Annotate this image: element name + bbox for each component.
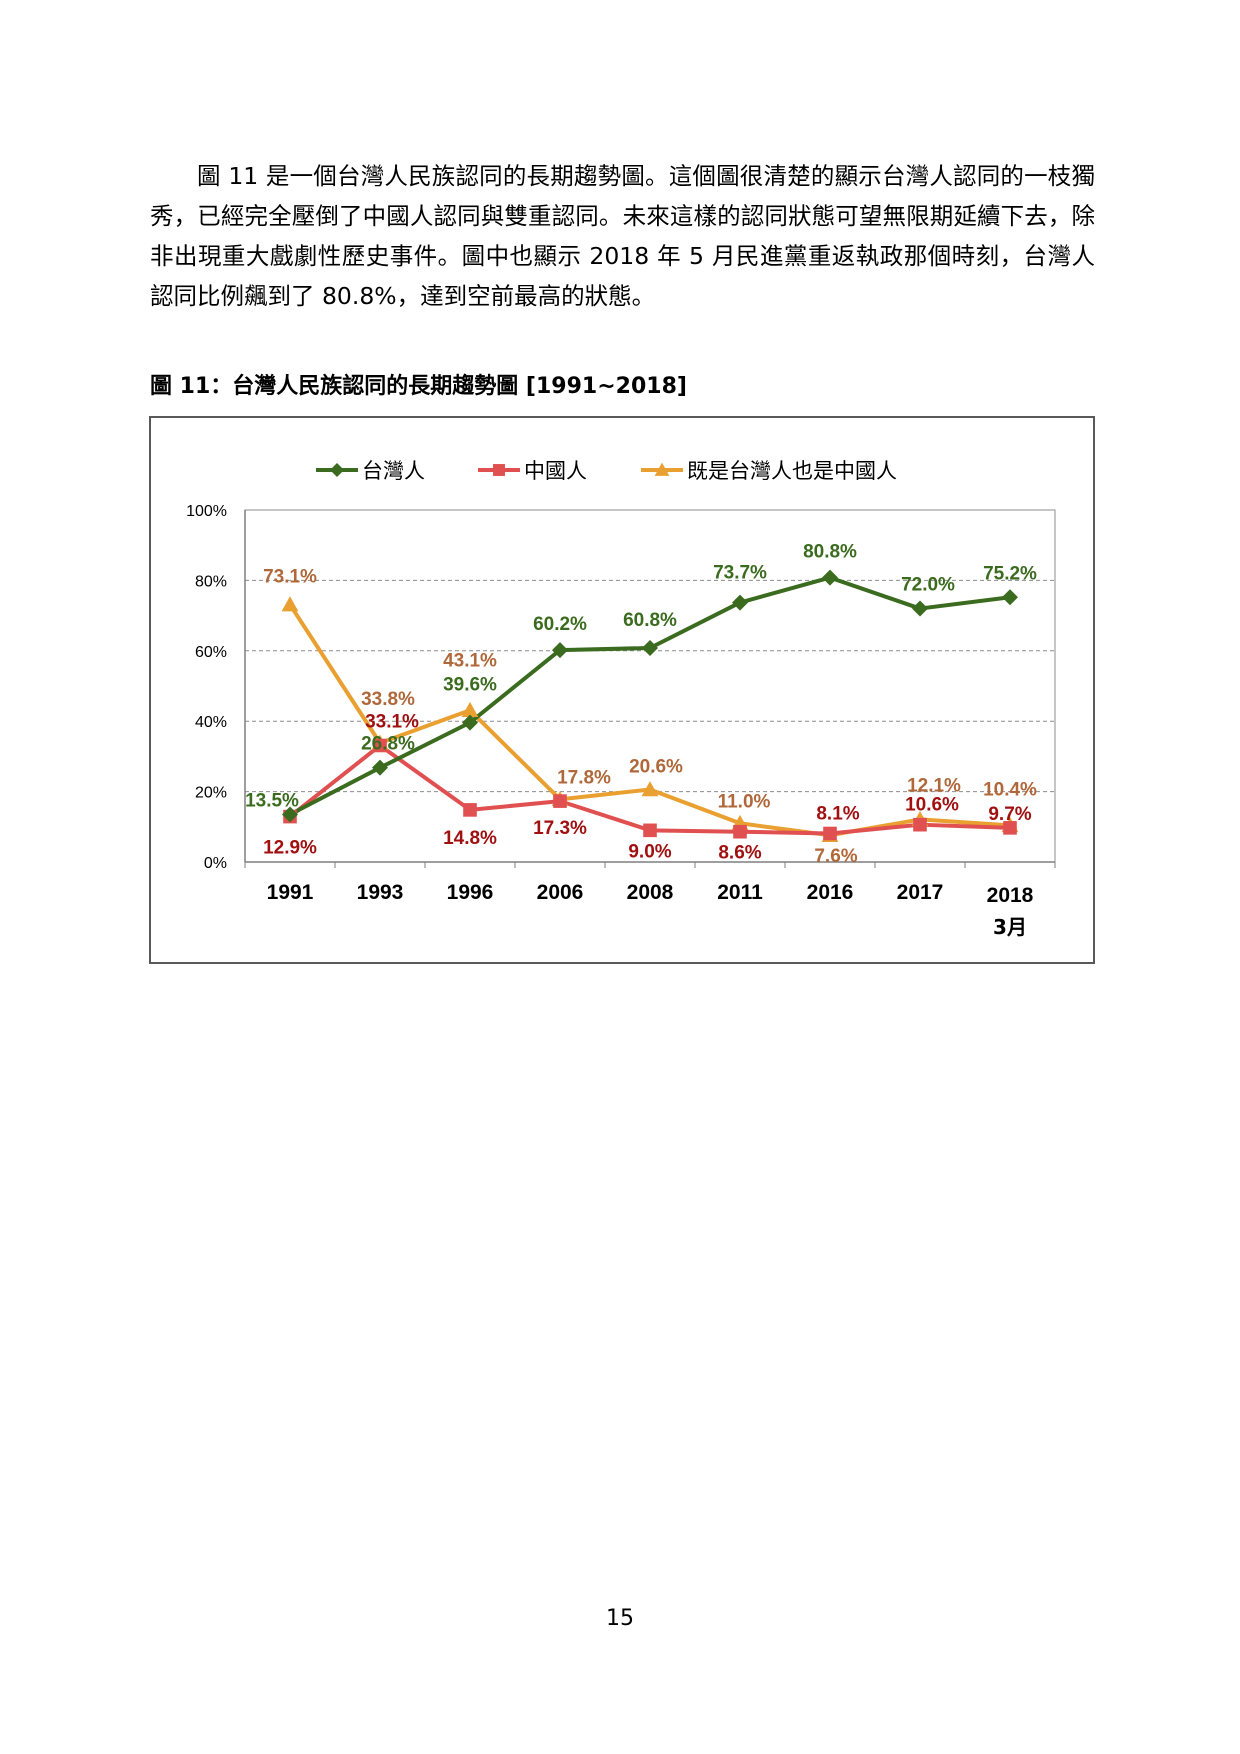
x-tick-label: 2006 bbox=[537, 881, 584, 904]
data-point bbox=[823, 826, 837, 841]
data-label: 7.6% bbox=[814, 846, 857, 867]
y-tick-label: 0% bbox=[204, 855, 227, 872]
line-chart: 0% 20% 40% 60% 80% 100% 1991 1993 1996 2006 2008 20… bbox=[186, 459, 1056, 939]
data-label: 13.5% bbox=[245, 790, 299, 811]
data-point bbox=[733, 824, 747, 839]
legend-marker bbox=[654, 462, 670, 476]
data-point bbox=[643, 823, 657, 838]
data-label: 33.8% bbox=[361, 689, 415, 710]
x-tick-label: 1993 bbox=[357, 881, 404, 904]
data-label: 60.8% bbox=[623, 610, 677, 631]
data-label: 9.0% bbox=[628, 841, 671, 862]
x-tick-label-sub: 3月 bbox=[993, 915, 1027, 939]
data-label: 75.2% bbox=[983, 563, 1037, 584]
x-tick-label: 2018 bbox=[987, 884, 1034, 907]
data-label: 39.6% bbox=[443, 675, 497, 696]
x-tick-label: 1991 bbox=[267, 881, 314, 904]
data-label: 12.1% bbox=[907, 775, 961, 796]
legend-marker bbox=[330, 463, 344, 477]
data-point bbox=[913, 817, 927, 832]
data-point bbox=[461, 701, 479, 718]
data-label: 12.9% bbox=[263, 838, 317, 859]
data-label: 17.8% bbox=[557, 767, 611, 788]
data-label: 26.8% bbox=[361, 734, 415, 755]
data-label: 43.1% bbox=[443, 650, 497, 671]
y-tick-label: 100% bbox=[186, 503, 227, 520]
legend-entry: 既是台灣人也是中國人 bbox=[687, 459, 897, 483]
data-label: 14.8% bbox=[443, 828, 497, 849]
x-tick-label: 2016 bbox=[807, 881, 854, 904]
data-point bbox=[641, 781, 659, 797]
data-point bbox=[463, 803, 477, 817]
data-point bbox=[552, 642, 568, 659]
data-label: 8.6% bbox=[718, 843, 761, 864]
x-tick-label: 2008 bbox=[627, 881, 674, 904]
data-label: 33.1% bbox=[365, 711, 419, 732]
data-label: 73.7% bbox=[713, 563, 767, 584]
data-label: 80.8% bbox=[803, 542, 857, 563]
data-point bbox=[912, 600, 928, 617]
x-tick-label: 2017 bbox=[897, 881, 944, 904]
data-point bbox=[822, 569, 838, 586]
data-point bbox=[282, 806, 298, 823]
legend-entry: 台灣人 bbox=[362, 459, 425, 483]
data-label: 8.1% bbox=[816, 803, 859, 824]
data-point bbox=[372, 759, 388, 776]
paragraph-text: 圖 11 是一個台灣人民族認同的長期趨勢圖。這個圖很清楚的顯示台灣人認同的一枝獨… bbox=[150, 162, 1095, 310]
y-tick-label: 60% bbox=[195, 644, 227, 661]
legend-entry: 中國人 bbox=[524, 459, 587, 483]
data-label: 73.1% bbox=[263, 567, 317, 588]
y-tick-label: 40% bbox=[195, 714, 227, 731]
x-tick-label: 1996 bbox=[447, 881, 494, 904]
data-point bbox=[281, 596, 299, 612]
data-label: 20.6% bbox=[629, 756, 683, 777]
data-label: 9.7% bbox=[988, 804, 1031, 825]
body-paragraph: 圖 11 是一個台灣人民族認同的長期趨勢圖。這個圖很清楚的顯示台灣人認同的一枝獨… bbox=[150, 156, 1095, 316]
x-tick-label: 2011 bbox=[717, 881, 763, 904]
data-point bbox=[732, 594, 748, 611]
data-point bbox=[373, 738, 387, 753]
figure-caption: 圖 11：台灣人民族認同的長期趨勢圖 [1991~2018] bbox=[150, 374, 687, 399]
data-point bbox=[553, 794, 567, 808]
chart-frame: 0% 20% 40% 60% 80% 100% 1991 1993 1996 2006 2008 20… bbox=[149, 416, 1095, 964]
data-label: 10.4% bbox=[983, 779, 1037, 800]
y-tick-label: 80% bbox=[195, 573, 227, 590]
data-label: 11.0% bbox=[718, 791, 771, 812]
data-label: 72.0% bbox=[901, 575, 955, 596]
data-label: 10.6% bbox=[905, 795, 959, 816]
data-point bbox=[1003, 821, 1017, 835]
data-label: 60.2% bbox=[533, 614, 587, 635]
data-point bbox=[462, 714, 478, 731]
data-point bbox=[642, 639, 658, 656]
legend-marker bbox=[493, 464, 505, 476]
data-point bbox=[1002, 589, 1018, 606]
data-label: 17.3% bbox=[533, 818, 587, 839]
y-tick-label: 20% bbox=[195, 785, 227, 802]
page-number: 15 bbox=[606, 1606, 634, 1631]
